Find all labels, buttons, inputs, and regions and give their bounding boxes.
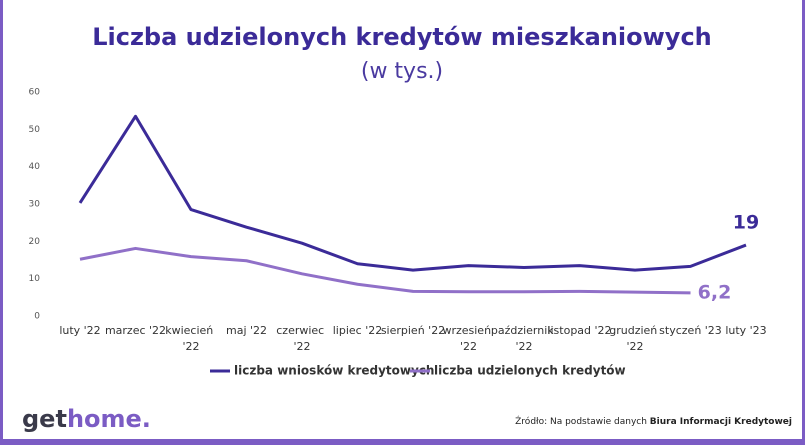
y-tick-label: 50 xyxy=(29,125,41,135)
chart-subtitle: (w tys.) xyxy=(361,59,443,84)
legend-label: liczba wniosków kredytowych xyxy=(234,364,434,378)
x-tick-label: maj '22 xyxy=(226,324,267,337)
x-tick-label: luty '22 xyxy=(59,324,100,337)
x-tick-label: październik '22 xyxy=(491,324,557,353)
y-tick-label: 60 xyxy=(29,88,41,98)
series-line xyxy=(78,114,747,272)
x-tick-label: marzec '22 xyxy=(105,324,166,337)
chart-title: Liczba udzielonych kredytów mieszkaniowy… xyxy=(92,23,712,51)
x-tick-label: kwiecień '22 xyxy=(165,324,217,353)
logo: gethome. xyxy=(22,405,151,433)
source: Źródło: Na podstawie danych Biura Inform… xyxy=(515,415,792,427)
source-bold: Biura Informacji Kredytowej xyxy=(650,417,792,427)
x-tick-label: wrzesień '22 xyxy=(442,324,494,353)
x-tick-label: sierpień '22 xyxy=(381,324,445,337)
y-tick-label: 20 xyxy=(29,237,41,247)
logo-dark: get xyxy=(22,405,67,433)
y-tick-label: 30 xyxy=(29,200,41,210)
y-tick-label: 0 xyxy=(34,312,40,322)
series-line xyxy=(79,246,691,295)
legend-label: liczba udzielonych kredytów xyxy=(434,364,626,378)
data-label: 6,2 xyxy=(698,281,732,303)
x-tick-label: styczeń '23 xyxy=(659,324,722,337)
source-text: Źródło: Na podstawie danych xyxy=(515,415,650,427)
y-tick-label: 10 xyxy=(29,274,41,284)
x-tick-label: listopad '22 xyxy=(547,324,611,337)
x-tick-label: lipiec '22 xyxy=(333,324,382,337)
x-tick-label: luty '23 xyxy=(725,324,766,337)
x-tick-label: grudzień '22 xyxy=(609,324,661,353)
background xyxy=(3,0,802,439)
data-label: 19 xyxy=(733,212,759,234)
y-tick-label: 40 xyxy=(29,162,41,172)
logo-light: home. xyxy=(67,405,151,433)
x-tick-label: czerwiec '22 xyxy=(276,324,327,353)
